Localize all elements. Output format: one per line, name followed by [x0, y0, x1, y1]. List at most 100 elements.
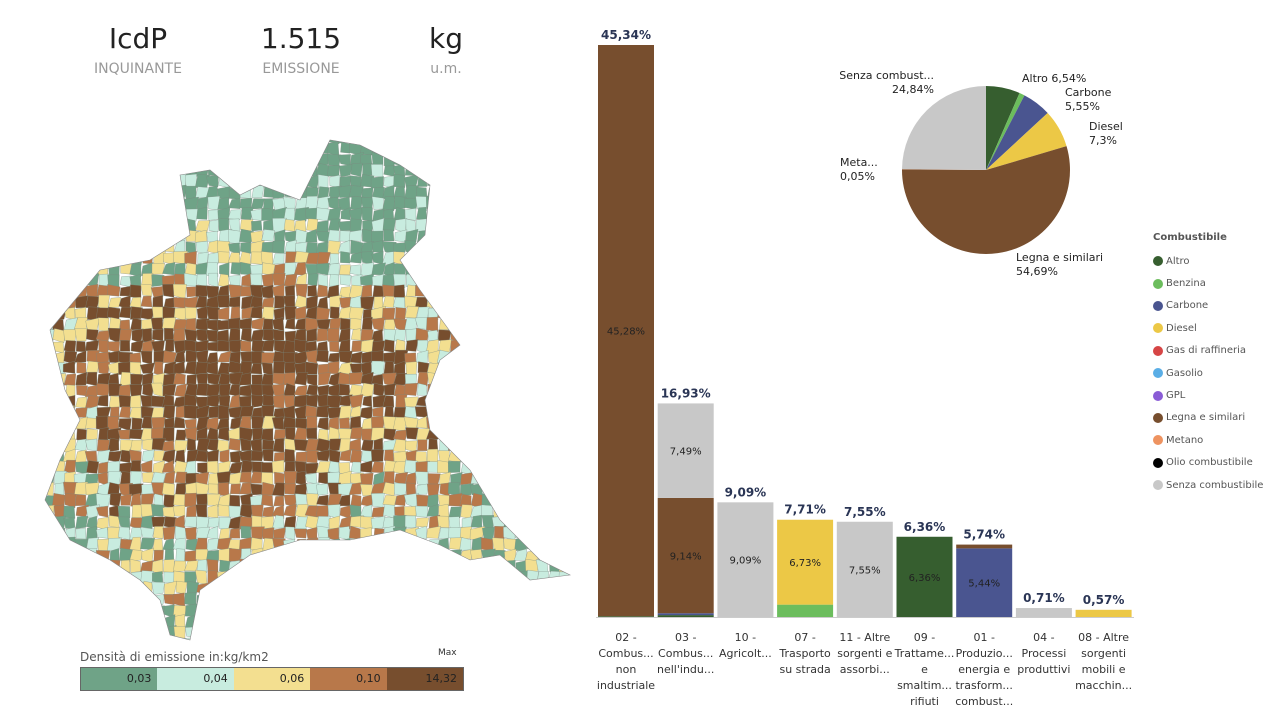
bar-segment — [598, 45, 654, 617]
bar-segment — [836, 521, 893, 617]
map-region — [194, 174, 210, 188]
map-region — [52, 328, 66, 344]
map-region — [239, 228, 255, 243]
legend-label: Altro — [1166, 255, 1190, 267]
map-region — [120, 493, 133, 506]
kpi-value: IcdP — [108, 22, 168, 55]
map-region — [119, 328, 133, 342]
legend-item[interactable]: Carbone — [1153, 295, 1263, 317]
map-region — [217, 350, 232, 363]
pie-slice — [986, 95, 1048, 170]
map-region — [184, 262, 198, 277]
legend-item[interactable]: Benzina — [1153, 272, 1263, 294]
map-region — [328, 515, 340, 530]
legend-item[interactable]: GPL — [1153, 384, 1263, 406]
legend-item[interactable]: Gasolio — [1153, 362, 1263, 384]
fuel-legend: Combustibile Altro Benzina Carbone Diesel Gas… — [1153, 232, 1263, 496]
map-region — [460, 483, 474, 496]
map-region — [162, 449, 176, 465]
map-region — [228, 317, 241, 330]
legend-dot-icon — [1153, 323, 1163, 334]
map-region — [62, 361, 76, 374]
legend-item[interactable]: Altro — [1153, 250, 1263, 272]
map-region — [271, 505, 285, 519]
map-region — [349, 427, 363, 440]
sector-bar-chart: 45,28% 45,34% 02 - Combus... non industriale 9… — [596, 28, 1134, 708]
category-label: 02 - — [615, 631, 636, 644]
category-label: Processi — [1022, 647, 1067, 660]
pie-label: 0,05% — [840, 170, 875, 183]
map-region — [207, 251, 220, 265]
map-region — [294, 372, 309, 386]
legend-bin: 0,06 — [233, 668, 311, 690]
map-region — [283, 405, 296, 420]
map-region — [75, 515, 89, 529]
map-region — [340, 141, 351, 154]
map-region — [393, 273, 406, 288]
choropleth-map[interactable] — [30, 130, 590, 650]
map-region — [382, 439, 397, 452]
map-region — [306, 394, 319, 408]
segment-label: 9,14% — [670, 552, 702, 563]
legend-label: Gas di raffineria — [1166, 345, 1246, 357]
legend-bin: 0,03 — [81, 668, 158, 690]
map-region — [228, 515, 243, 530]
map-region — [339, 515, 353, 530]
map-region — [271, 459, 285, 474]
category-label: non — [616, 663, 637, 676]
map-region — [131, 417, 143, 430]
category-label: Trasporto — [778, 647, 831, 660]
legend-dot-icon — [1153, 412, 1163, 423]
map-region — [273, 307, 285, 320]
map-region — [129, 449, 142, 464]
category-label: e — [921, 663, 928, 676]
legend-label: Olio combustibile — [1166, 457, 1253, 469]
map-region — [438, 527, 451, 540]
map-region — [340, 251, 351, 264]
map-region — [228, 198, 241, 209]
map-region — [307, 273, 319, 287]
map-region — [415, 505, 429, 518]
map-region — [151, 306, 164, 321]
pie-label: 7,3% — [1089, 134, 1117, 147]
map-region — [119, 547, 134, 562]
map-region — [217, 186, 231, 200]
map-region — [340, 206, 352, 221]
category-label: rifiuti — [910, 695, 939, 708]
map-region — [339, 264, 351, 275]
pie-label: Legna e similari — [1016, 251, 1103, 264]
map-region — [206, 417, 219, 432]
pie-slice — [902, 169, 986, 170]
map-region — [284, 285, 296, 299]
legend-item[interactable]: Gas di raffineria — [1153, 340, 1263, 362]
segment-label: 6,73% — [789, 558, 821, 569]
map-region — [173, 505, 186, 517]
legend-item[interactable]: Legna e similari — [1153, 407, 1263, 429]
map-region — [348, 482, 362, 495]
map-region — [349, 251, 364, 264]
pie-slice — [986, 92, 1025, 170]
map-region — [117, 429, 133, 440]
map-region — [129, 384, 143, 397]
map-region — [416, 415, 428, 429]
map-region — [316, 262, 330, 276]
category-label: produttivi — [1017, 663, 1070, 676]
map-region — [251, 526, 265, 540]
category-label: Produzio... — [956, 647, 1013, 660]
legend-item[interactable]: Olio combustibile — [1153, 452, 1263, 474]
map-region — [327, 263, 340, 276]
legend-label: Carbone — [1166, 300, 1209, 312]
map-legend-max: Max — [438, 648, 457, 658]
map-region — [229, 528, 241, 539]
legend-dot-icon — [1153, 345, 1163, 356]
map-region — [405, 472, 417, 485]
map-region — [405, 339, 419, 352]
pie-label: Meta... — [840, 156, 878, 169]
legend-item[interactable]: Senza combustibile — [1153, 474, 1263, 496]
category-label: 07 - — [794, 631, 815, 644]
pie-label: 5,55% — [1065, 100, 1100, 113]
legend-item[interactable]: Diesel — [1153, 317, 1263, 339]
legend-item[interactable]: Metano — [1153, 429, 1263, 451]
map-region — [450, 472, 463, 486]
